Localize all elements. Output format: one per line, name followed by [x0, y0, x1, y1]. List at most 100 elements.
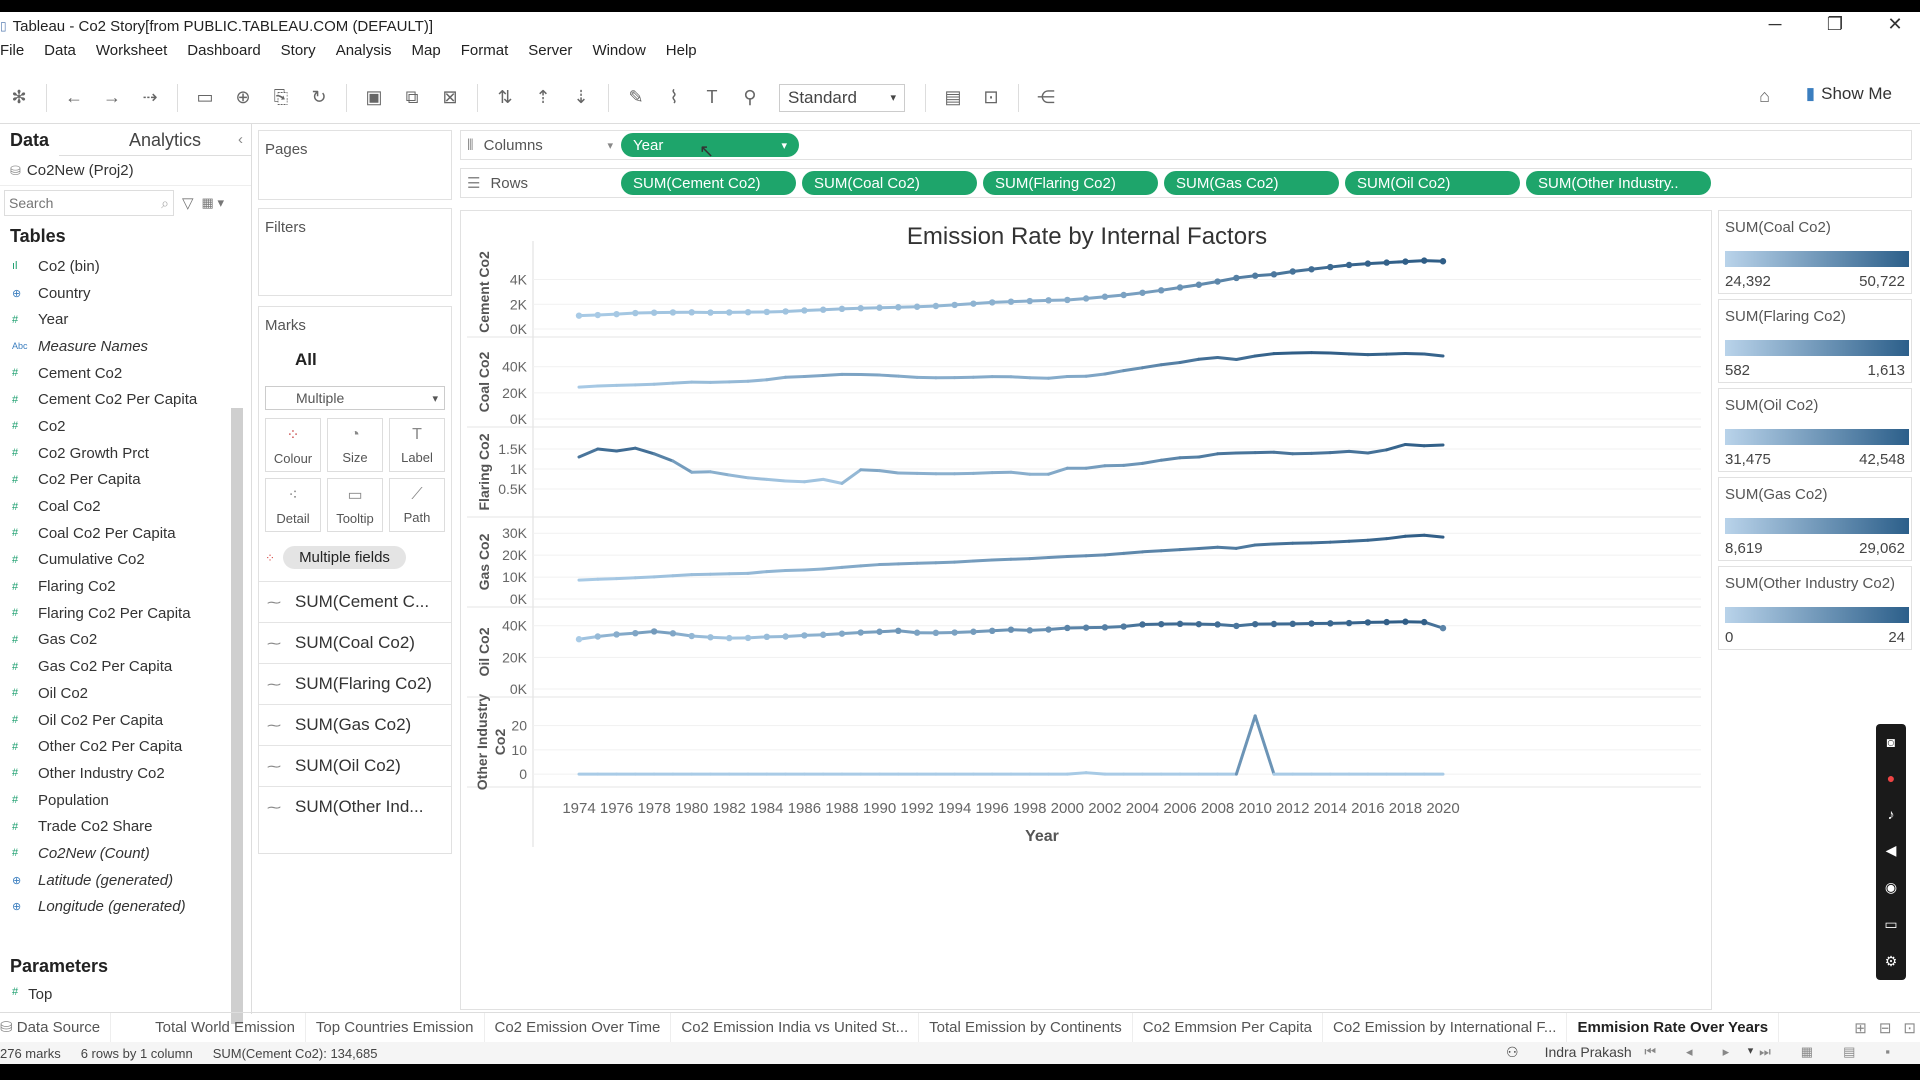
row-pill-flaring[interactable]: SUM(Flaring Co2): [983, 171, 1158, 195]
refresh-icon[interactable]: ↻: [311, 87, 327, 107]
row-pill-gas[interactable]: SUM(Gas Co2): [1164, 171, 1339, 195]
field-item[interactable]: # Oil Co2 Per Capita: [0, 707, 251, 734]
restore-button[interactable]: ❐: [1826, 14, 1844, 34]
undo-icon[interactable]: ←: [65, 87, 83, 107]
measure-pill-gas[interactable]: ⁓ SUM(Gas Co2): [259, 704, 451, 745]
datasource-item[interactable]: ⛁ Co2New (Proj2): [0, 156, 251, 186]
new-datasource-icon[interactable]: ⊕: [235, 87, 251, 107]
save-icon[interactable]: ▭: [196, 87, 214, 107]
camera-icon[interactable]: ◙: [1886, 734, 1896, 750]
sort-ascending-icon[interactable]: ⇡: [535, 87, 551, 107]
field-item[interactable]: # Co2: [0, 413, 251, 440]
field-item[interactable]: ıl Co2 (bin): [0, 253, 251, 280]
filmstrip-view-icon[interactable]: ▤: [1843, 1044, 1856, 1059]
line-chart[interactable]: 0K 2K 4K Cement Co2 0K 20K 40K Coal Co2 0.5K 1K 1.…: [461, 211, 1713, 1011]
field-item[interactable]: # Co2 Per Capita: [0, 467, 251, 494]
legend-gas[interactable]: SUM(Gas Co2) 8,619 29,062: [1718, 477, 1912, 561]
speaker-icon[interactable]: ◀: [1885, 842, 1897, 858]
collapse-icon[interactable]: ‹: [238, 131, 243, 148]
columns-shelf[interactable]: ⦀ Columns ▾ Year ▾ ↖: [460, 130, 1912, 161]
field-item[interactable]: # Trade Co2 Share: [0, 813, 251, 840]
search-icon[interactable]: ⌕: [161, 194, 169, 211]
year-pill[interactable]: Year ▾: [621, 133, 799, 157]
tab-top-countries-emission[interactable]: Top Countries Emission: [306, 1012, 485, 1043]
swap-icon[interactable]: ⇅: [497, 87, 513, 107]
group-icon[interactable]: ⌇: [669, 87, 679, 107]
minimize-button[interactable]: ─: [1768, 14, 1782, 34]
menu-server[interactable]: Server: [528, 42, 573, 59]
tab-view-icon[interactable]: ▪: [1885, 1044, 1890, 1059]
legend-coal[interactable]: SUM(Coal Co2) 24,392 50,722: [1718, 210, 1912, 294]
new-worksheet-icon[interactable]: ⊞: [1854, 1020, 1867, 1037]
mark-type-select[interactable]: Multiple ▾: [265, 386, 445, 410]
legend-oil[interactable]: SUM(Oil Co2) 31,475 42,548: [1718, 388, 1912, 472]
field-item[interactable]: # Cement Co2 Per Capita: [0, 386, 251, 413]
menu-file[interactable]: File: [0, 42, 25, 59]
field-item[interactable]: # Year: [0, 306, 251, 333]
menu-story[interactable]: Story: [280, 42, 316, 59]
field-item[interactable]: Abc Measure Names: [0, 333, 251, 360]
sorter-view-icon[interactable]: ▦: [1800, 1044, 1814, 1059]
rows-shelf[interactable]: ☰ Rows SUM(Cement Co2) SUM(Coal Co2) SUM…: [460, 168, 1912, 198]
pages-card[interactable]: Pages: [258, 130, 452, 200]
field-item[interactable]: # Gas Co2 Per Capita: [0, 653, 251, 680]
new-dashboard-icon[interactable]: ⊟: [1878, 1020, 1892, 1037]
multiple-fields-pill[interactable]: Multiple fields: [283, 546, 406, 569]
share-icon[interactable]: ⋲: [1037, 87, 1055, 107]
field-item[interactable]: ⊕ Latitude (generated): [0, 867, 251, 894]
tab-data-source[interactable]: ⛁ Data Source: [0, 1012, 112, 1043]
row-pill-coal[interactable]: SUM(Coal Co2): [802, 171, 977, 195]
redo-icon[interactable]: →: [103, 87, 121, 107]
scrollbar-thumb[interactable]: [231, 408, 243, 1024]
field-item[interactable]: # Gas Co2: [0, 627, 251, 654]
tab-total-world-emission[interactable]: Total World Emission: [111, 1012, 306, 1043]
new-story-icon[interactable]: ⊡: [1903, 1020, 1916, 1037]
tab-co2-international[interactable]: Co2 Emission by International F...: [1323, 1012, 1568, 1043]
tab-emission-rate-over-years[interactable]: Emmision Rate Over Years: [1567, 1012, 1780, 1043]
tab-co2-india-vs-us[interactable]: Co2 Emission India vs United St...: [671, 1012, 920, 1043]
field-item[interactable]: # Population: [0, 787, 251, 814]
search-input[interactable]: [9, 195, 149, 211]
row-pill-oil[interactable]: SUM(Oil Co2): [1345, 171, 1520, 195]
show-me-button[interactable]: ▮ Show Me: [1806, 84, 1892, 104]
tab-co2-per-capita[interactable]: Co2 Emmsion Per Capita: [1133, 1012, 1323, 1043]
field-item[interactable]: # Cement Co2: [0, 360, 251, 387]
menu-worksheet[interactable]: Worksheet: [95, 42, 168, 59]
bookmark-icon[interactable]: ⌂: [1759, 86, 1770, 106]
webcam-icon[interactable]: ◉: [1884, 879, 1898, 895]
tooltip-button[interactable]: ▭ Tooltip: [327, 478, 383, 532]
user-menu[interactable]: ⚇ Indra Prakash ▾: [1506, 1044, 1773, 1061]
pause-updates-icon[interactable]: ⎘: [273, 87, 289, 107]
field-item[interactable]: ⊕ Longitude (generated): [0, 894, 251, 921]
screen-icon[interactable]: ▭: [1884, 916, 1898, 932]
cards-icon[interactable]: ▤: [944, 87, 962, 107]
view-options-icon[interactable]: ▦ ▾: [201, 195, 224, 210]
legend-other-industry[interactable]: SUM(Other Industry Co2) 0 24: [1718, 566, 1912, 650]
measure-pill-coal[interactable]: ⁓ SUM(Coal Co2): [259, 622, 451, 663]
menu-help[interactable]: Help: [665, 42, 697, 59]
parameter-item-top[interactable]: # Top: [12, 986, 52, 1003]
filter-icon[interactable]: ▽: [182, 195, 194, 212]
label-button[interactable]: T Label: [389, 418, 445, 472]
menu-format[interactable]: Format: [460, 42, 509, 59]
field-item[interactable]: # Coal Co2 Per Capita: [0, 520, 251, 547]
row-pill-other-industry[interactable]: SUM(Other Industry..: [1526, 171, 1711, 195]
record-icon[interactable]: ●: [1886, 770, 1896, 786]
colour-button[interactable]: ⁘ Colour: [265, 418, 321, 472]
field-item[interactable]: ⊕ Country: [0, 280, 251, 307]
marks-all-tab[interactable]: All: [295, 350, 317, 369]
menu-dashboard[interactable]: Dashboard: [187, 42, 261, 59]
legend-flaring[interactable]: SUM(Flaring Co2) 582 1,613: [1718, 299, 1912, 383]
next-sheet-icon[interactable]: ▸: [1722, 1044, 1730, 1059]
path-button[interactable]: ⟋ Path: [389, 478, 445, 532]
field-item[interactable]: # Cumulative Co2: [0, 547, 251, 574]
menu-data[interactable]: Data: [44, 42, 76, 59]
close-button[interactable]: ✕: [1887, 14, 1903, 34]
duplicate-icon[interactable]: ⧉: [405, 87, 419, 107]
field-item[interactable]: # Coal Co2: [0, 493, 251, 520]
clear-sheet-icon[interactable]: ⊠: [442, 87, 458, 107]
measure-pill-flaring[interactable]: ⁓ SUM(Flaring Co2): [259, 663, 451, 704]
new-worksheet-icon[interactable]: ▣: [365, 87, 383, 107]
settings-gear-icon[interactable]: ⚙: [1884, 953, 1898, 969]
tab-co2-emission-over-time[interactable]: Co2 Emission Over Time: [485, 1012, 672, 1043]
